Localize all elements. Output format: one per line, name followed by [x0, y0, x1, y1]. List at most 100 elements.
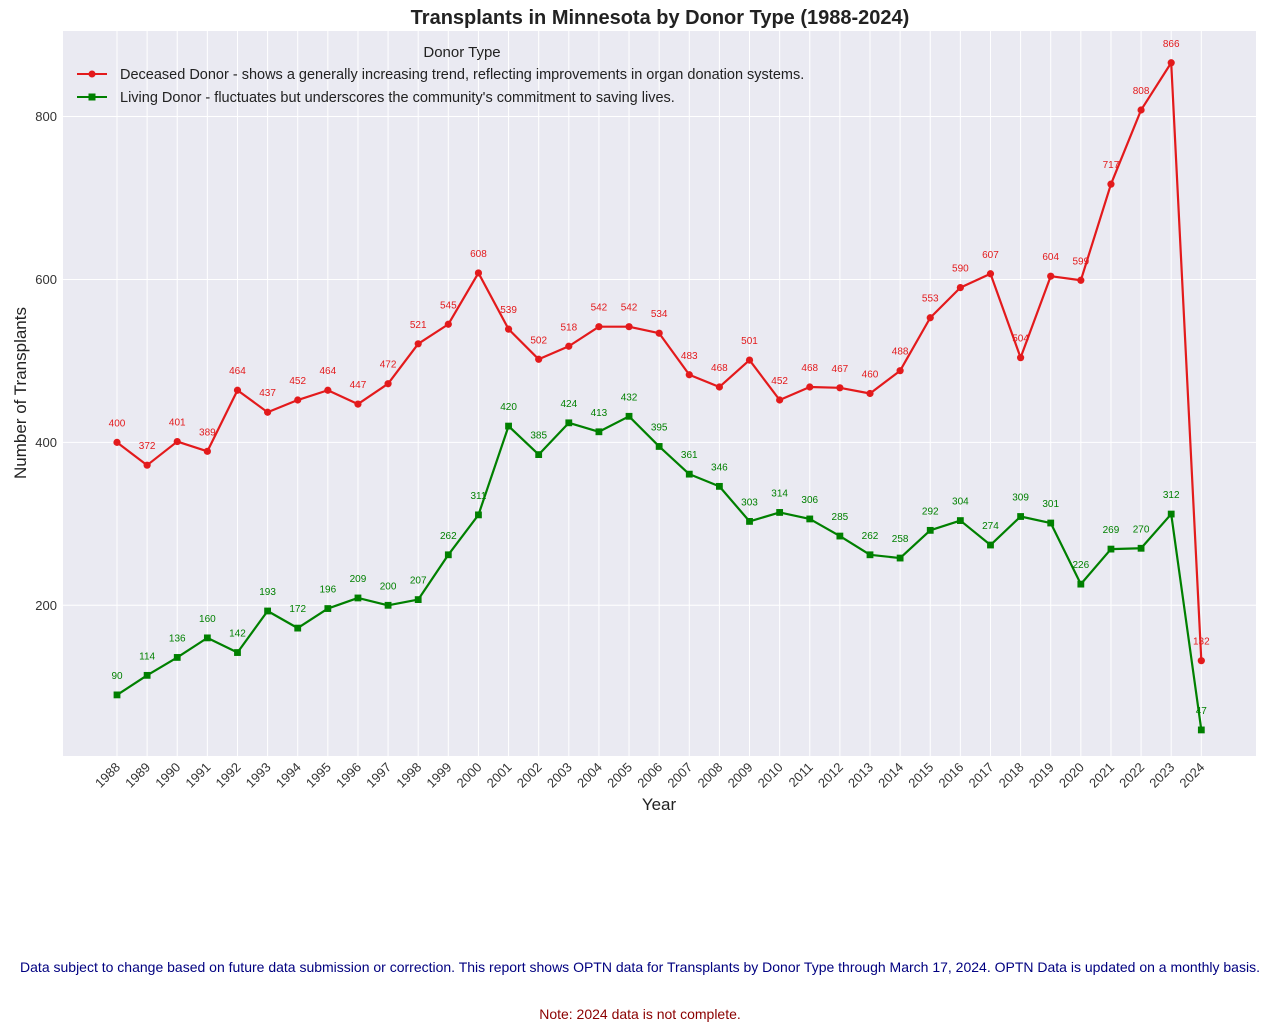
point-living-donor-2005	[625, 412, 633, 420]
data-label-deceased-donor-2014: 488	[892, 347, 909, 358]
data-label-deceased-donor-2022: 808	[1133, 86, 1150, 97]
point-deceased-donor-2020	[1077, 276, 1085, 284]
x-tick-label-2005: 2005	[604, 760, 635, 791]
x-tick-label-2015: 2015	[905, 760, 936, 791]
point-living-donor-1992	[234, 649, 241, 656]
data-label-living-donor-2010: 314	[771, 488, 788, 499]
source-footnote: Data subject to change based on future d…	[20, 959, 1260, 975]
x-tick-label-1988: 1988	[92, 760, 123, 791]
point-living-donor-2022	[1137, 544, 1145, 552]
x-tick-label-1992: 1992	[213, 760, 244, 791]
data-label-deceased-donor-2020: 599	[1072, 256, 1089, 267]
point-living-donor-1988	[113, 691, 121, 699]
data-label-living-donor-1989: 114	[139, 651, 155, 662]
point-living-donor-2007	[685, 470, 693, 478]
data-label-living-donor-2005: 432	[621, 392, 638, 403]
point-deceased-donor-2021	[1107, 180, 1115, 188]
point-deceased-donor-1993	[264, 408, 272, 416]
point-deceased-donor-1990	[173, 437, 181, 446]
legend-item-deceased-donor: Deceased Donor - shows a generally incre…	[77, 67, 804, 83]
data-label-living-donor-2002: 385	[530, 431, 547, 442]
point-living-donor-1991	[203, 634, 211, 642]
point-living-donor-2017	[987, 541, 994, 549]
x-tick-label-2013: 2013	[845, 760, 876, 791]
data-label-living-donor-2015: 292	[922, 506, 939, 517]
point-deceased-donor-2006	[655, 329, 663, 337]
x-tick-label-2019: 2019	[1026, 760, 1057, 791]
point-deceased-donor-1998	[414, 340, 422, 348]
data-label-living-donor-2013: 262	[862, 531, 879, 542]
data-label-living-donor-2006: 395	[651, 422, 668, 433]
x-tick-label-1997: 1997	[363, 760, 394, 791]
point-deceased-donor-1996	[354, 400, 362, 408]
legend-marker-living-donor	[88, 93, 96, 101]
data-labels: 400 372 401 389 464 437 452 464 447 472 521 545 608 5…	[109, 39, 1210, 717]
data-label-deceased-donor-2011: 468	[801, 363, 818, 374]
point-deceased-donor-1991	[203, 447, 211, 455]
data-label-deceased-donor-2018: 504	[1012, 334, 1029, 345]
point-living-donor-1994	[294, 624, 302, 632]
x-axis-title: Year	[642, 795, 677, 814]
data-label-living-donor-2014: 258	[892, 534, 909, 545]
point-deceased-donor-2018	[1017, 354, 1025, 362]
point-deceased-donor-2000	[474, 269, 483, 277]
data-label-living-donor-2004: 413	[591, 408, 608, 419]
y-axis-title: Number of Transplants	[11, 307, 30, 479]
x-tick-label-1994: 1994	[273, 760, 304, 791]
point-deceased-donor-2008	[715, 383, 724, 391]
point-deceased-donor-2024	[1197, 657, 1205, 665]
x-tick-label-2018: 2018	[996, 760, 1027, 791]
point-living-donor-2021	[1107, 545, 1115, 553]
point-deceased-donor-2012	[836, 384, 844, 392]
x-tick-label-2021: 2021	[1086, 760, 1117, 791]
data-label-living-donor-2003: 424	[560, 399, 577, 410]
point-deceased-donor-2010	[776, 396, 784, 404]
legend-item-living-donor: Living Donor - fluctuates but underscore…	[77, 90, 675, 106]
data-label-deceased-donor-2010: 452	[771, 376, 788, 387]
point-deceased-donor-2014	[896, 367, 904, 375]
point-living-donor-1993	[264, 607, 271, 615]
point-deceased-donor-2023	[1167, 59, 1175, 67]
data-label-deceased-donor-1995: 464	[319, 366, 336, 377]
point-living-donor-2011	[806, 515, 814, 523]
data-label-deceased-donor-1999: 545	[440, 300, 457, 311]
x-tick-label-2002: 2002	[514, 760, 545, 791]
point-living-donor-2020	[1077, 580, 1085, 588]
point-living-donor-2010	[776, 509, 784, 516]
data-label-deceased-donor-1998: 521	[410, 320, 427, 331]
point-living-donor-1996	[354, 594, 362, 602]
point-living-donor-2012	[836, 532, 844, 540]
point-deceased-donor-1997	[384, 380, 392, 388]
data-label-deceased-donor-2002: 502	[530, 335, 547, 346]
data-label-deceased-donor-2007: 483	[681, 351, 698, 362]
legend-label-deceased-donor: Deceased Donor - shows a generally incre…	[120, 67, 804, 83]
point-living-donor-1997	[384, 601, 392, 609]
data-label-living-donor-2022: 270	[1133, 524, 1150, 535]
data-label-deceased-donor-2015: 553	[922, 294, 939, 305]
point-living-donor-2018	[1017, 513, 1024, 520]
y-axis-ticks: 200 400 600 800	[35, 109, 57, 613]
point-living-donor-2019	[1047, 519, 1055, 527]
data-label-living-donor-1993: 193	[259, 587, 276, 598]
data-label-deceased-donor-2006: 534	[651, 309, 668, 320]
x-axis-ticks: 1988 1989 1990 1991 1992 1993 1994 1995 1996 1997…	[92, 760, 1207, 791]
data-label-living-donor-2008: 346	[711, 462, 728, 473]
data-label-deceased-donor-1989: 372	[139, 441, 156, 452]
point-deceased-donor-1988	[113, 438, 121, 446]
incomplete-data-note: Note: 2024 data is not complete.	[539, 1006, 741, 1022]
data-label-living-donor-2019: 301	[1042, 499, 1059, 510]
y-tick-label-400: 400	[35, 435, 57, 450]
data-label-living-donor-1994: 172	[289, 604, 306, 615]
point-living-donor-2013	[866, 551, 874, 559]
x-tick-label-1990: 1990	[152, 760, 183, 791]
data-label-living-donor-2012: 285	[832, 512, 849, 523]
data-label-deceased-donor-1990: 401	[169, 418, 186, 429]
point-living-donor-2024	[1197, 726, 1205, 734]
data-label-living-donor-2011: 306	[801, 495, 818, 506]
point-deceased-donor-2011	[806, 383, 814, 391]
x-tick-label-2000: 2000	[454, 760, 485, 791]
point-deceased-donor-2002	[535, 355, 543, 363]
point-living-donor-2004	[595, 428, 603, 436]
x-tick-label-2008: 2008	[694, 760, 725, 791]
data-label-deceased-donor-1996: 447	[350, 380, 367, 391]
